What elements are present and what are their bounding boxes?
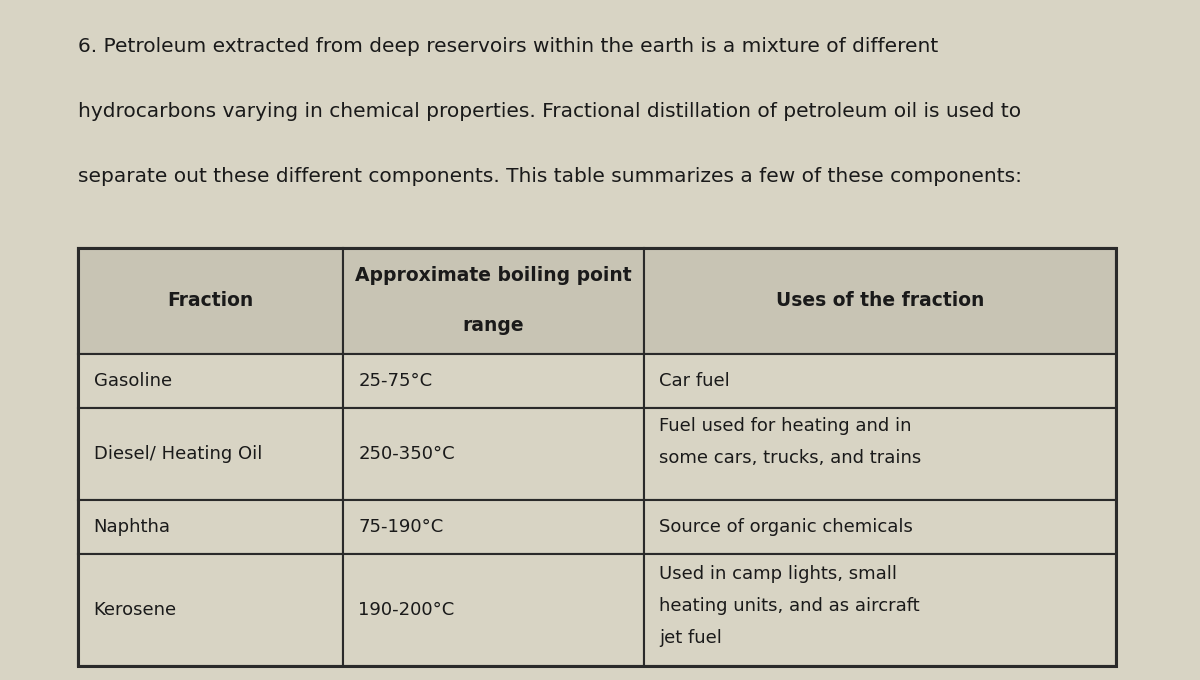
Bar xyxy=(643,554,1116,666)
Text: 190-200°C: 190-200°C xyxy=(359,601,455,619)
Bar xyxy=(343,554,643,666)
Text: Gasoline: Gasoline xyxy=(94,372,172,390)
Text: Car fuel: Car fuel xyxy=(659,372,730,390)
Bar xyxy=(343,354,643,408)
Text: 250-350°C: 250-350°C xyxy=(359,445,455,463)
Text: Fuel used for heating and in
some cars, trucks, and trains: Fuel used for heating and in some cars, … xyxy=(659,417,922,467)
Bar xyxy=(643,408,1116,500)
Bar xyxy=(78,354,343,408)
Bar xyxy=(643,500,1116,554)
Text: Source of organic chemicals: Source of organic chemicals xyxy=(659,518,913,536)
Bar xyxy=(78,554,343,666)
Text: Uses of the fraction: Uses of the fraction xyxy=(775,292,984,310)
Text: 75-190°C: 75-190°C xyxy=(359,518,444,536)
Bar xyxy=(643,354,1116,408)
Text: Used in camp lights, small
heating units, and as aircraft
jet fuel: Used in camp lights, small heating units… xyxy=(659,566,920,647)
Text: Fraction: Fraction xyxy=(167,292,253,310)
Bar xyxy=(343,408,643,500)
Bar xyxy=(343,500,643,554)
Bar xyxy=(78,248,1116,666)
Text: Diesel/ Heating Oil: Diesel/ Heating Oil xyxy=(94,445,262,463)
Text: 25-75°C: 25-75°C xyxy=(359,372,432,390)
Text: 6. Petroleum extracted from deep reservoirs within the earth is a mixture of dif: 6. Petroleum extracted from deep reservo… xyxy=(78,37,938,56)
Text: Kerosene: Kerosene xyxy=(94,601,176,619)
Text: Naphtha: Naphtha xyxy=(94,518,170,536)
Bar xyxy=(78,248,343,354)
Text: hydrocarbons varying in chemical properties. Fractional distillation of petroleu: hydrocarbons varying in chemical propert… xyxy=(78,102,1021,121)
Text: Approximate boiling point

range: Approximate boiling point range xyxy=(355,267,631,335)
Bar xyxy=(643,248,1116,354)
Bar xyxy=(78,500,343,554)
Bar xyxy=(343,248,643,354)
Text: separate out these different components. This table summarizes a few of these co: separate out these different components.… xyxy=(78,167,1022,186)
Bar xyxy=(78,408,343,500)
